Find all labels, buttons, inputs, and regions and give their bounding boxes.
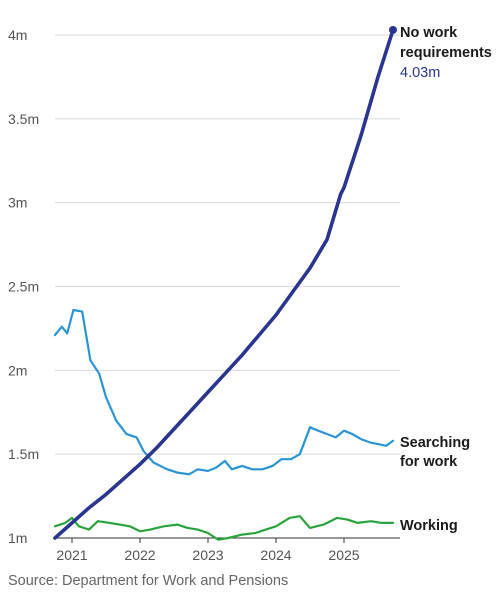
x-tick-label: 2024 [260,547,291,563]
series-label-working: Working [400,518,458,534]
y-tick-label: 3m [8,195,27,211]
x-tick-label: 2022 [124,547,155,563]
series-line-no-work [53,28,395,540]
series-label-no-work: requirements [400,45,492,61]
series-label-searching: for work [400,454,458,470]
series-line-working [53,515,395,541]
y-tick-label: 2.5m [8,279,39,295]
end-point-marker [388,25,397,34]
y-tick-label: 3.5m [8,111,39,127]
y-axis-ticks: 1m 1.5m 2m 2.5m 3m 3.5m 4m [8,27,39,546]
series-label-searching: Searching [400,435,470,451]
source-note: Source: Department for Work and Pensions [8,573,288,589]
series-line-searching [53,308,395,476]
series-lines [53,25,397,541]
x-tick-label: 2023 [192,547,223,563]
y-tick-label: 2m [8,362,27,378]
series-labels: No work requirements 4.03m Searching for wor… [400,25,492,534]
x-tick-label: 2021 [56,547,87,563]
x-axis-ticks: 2021 2022 2023 2024 2025 [55,537,400,563]
y-tick-label: 1.5m [8,446,39,462]
end-value-label: 4.03m [400,65,440,81]
y-tick-label: 1m [8,530,27,546]
series-label-no-work: No work [400,25,458,41]
x-tick-label: 2025 [328,547,359,563]
y-tick-label: 4m [8,27,27,43]
